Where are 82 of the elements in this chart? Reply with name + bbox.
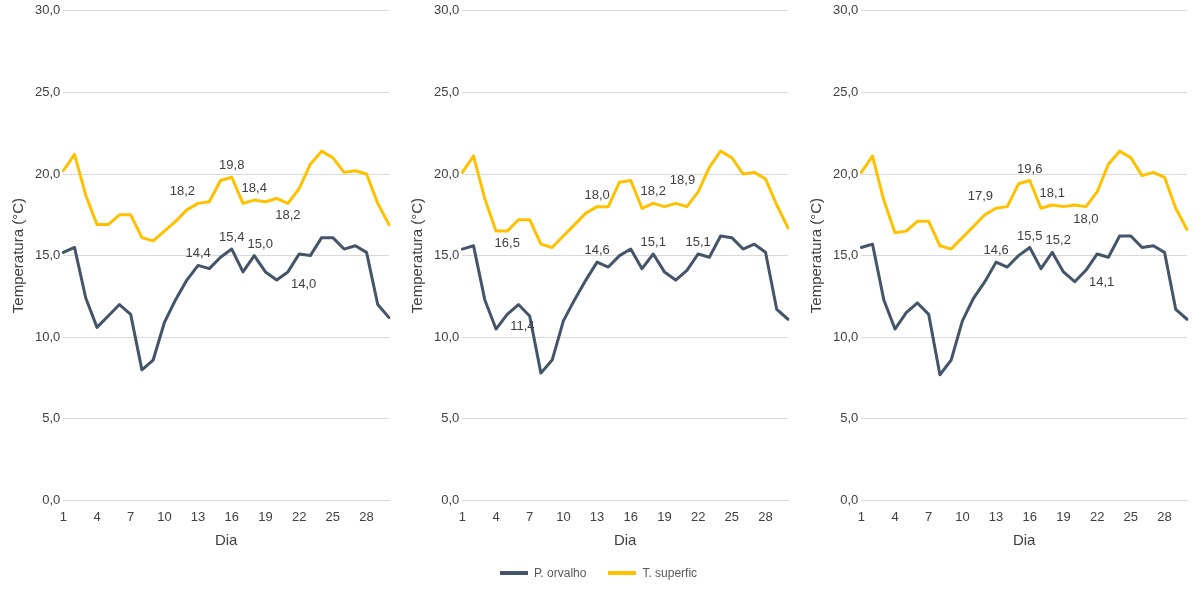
x-tick-label: 22 <box>1089 508 1105 524</box>
x-tick-label: 13 <box>988 508 1004 524</box>
data-label: 18,0 <box>584 186 610 202</box>
y-tick-label: 0,0 <box>840 491 859 507</box>
x-tick-label: 13 <box>589 508 605 524</box>
y-tick-label: 20,0 <box>433 165 460 181</box>
x-tick-label: 7 <box>925 508 933 524</box>
data-label: 14,6 <box>983 242 1009 258</box>
y-tick-label: 5,0 <box>42 410 61 426</box>
y-tick-label: 10,0 <box>34 328 61 344</box>
x-tick-label: 13 <box>190 508 206 524</box>
x-tick-label: 7 <box>526 508 534 524</box>
data-label: 18,0 <box>1073 210 1099 226</box>
y-tick-label: 20,0 <box>832 165 859 181</box>
y-axis-title: Temperatura (°C) <box>807 198 825 314</box>
data-label: 19,8 <box>219 157 245 173</box>
data-label: 18,2 <box>640 183 666 199</box>
y-axis-title: Temperatura (°C) <box>9 198 27 314</box>
data-label: 18,2 <box>275 207 301 223</box>
y-tick-label: 15,0 <box>34 247 61 263</box>
data-label: 18,4 <box>241 180 267 196</box>
data-label: 15,2 <box>1045 232 1071 248</box>
x-tick-label: 1 <box>857 508 865 524</box>
x-tick-label: 19 <box>258 508 273 524</box>
x-tick-label: 16 <box>224 508 239 524</box>
y-tick-label: 30,0 <box>832 2 859 18</box>
y-tick-label: 5,0 <box>840 410 859 426</box>
y-tick-label: 0,0 <box>441 491 460 507</box>
x-tick-label: 19 <box>657 508 672 524</box>
x-tick-label: 22 <box>690 508 706 524</box>
data-label: 18,1 <box>1039 185 1065 201</box>
x-tick-label: 28 <box>1157 508 1172 524</box>
y-tick-label: 20,0 <box>34 165 61 181</box>
y-tick-label: 25,0 <box>832 83 859 99</box>
y-tick-label: 5,0 <box>441 410 460 426</box>
data-label: 19,6 <box>1017 160 1043 176</box>
data-label: 15,4 <box>219 229 245 245</box>
legend-label: T. superfic <box>642 566 698 580</box>
x-tick-label: 10 <box>955 508 970 524</box>
data-label: 16,5 <box>494 235 520 251</box>
y-axis-title: Temperatura (°C) <box>408 198 426 314</box>
x-tick-label: 28 <box>359 508 374 524</box>
x-axis-title: Dia <box>613 531 638 549</box>
y-tick-label: 0,0 <box>42 491 61 507</box>
x-tick-label: 16 <box>1022 508 1037 524</box>
data-label: 14,6 <box>584 242 610 258</box>
data-label: 14,4 <box>185 245 211 261</box>
y-tick-label: 10,0 <box>433 328 460 344</box>
y-tick-label: 15,0 <box>433 247 460 263</box>
y-tick-label: 10,0 <box>832 328 859 344</box>
x-tick-label: 25 <box>724 508 740 524</box>
x-tick-label: 25 <box>1123 508 1139 524</box>
data-label: 18,2 <box>169 183 196 199</box>
data-label: 14,0 <box>290 276 317 291</box>
x-axis-title: Dia <box>1012 531 1037 549</box>
y-tick-label: 25,0 <box>34 83 61 99</box>
legend-label: P. orvalho <box>533 566 587 580</box>
x-tick-label: 7 <box>127 508 135 524</box>
y-tick-label: 30,0 <box>433 2 460 18</box>
x-tick-label: 10 <box>556 508 571 524</box>
data-label: 18,9 <box>669 172 696 188</box>
x-tick-label: 1 <box>59 508 67 524</box>
x-tick-label: 16 <box>623 508 638 524</box>
data-label: 15,5 <box>1017 227 1043 243</box>
x-tick-label: 19 <box>1056 508 1071 524</box>
x-tick-label: 1 <box>458 508 466 524</box>
data-label: 14,1 <box>1088 274 1115 290</box>
x-tick-label: 22 <box>291 508 307 524</box>
x-tick-label: 10 <box>157 508 172 524</box>
x-tick-label: 4 <box>93 508 101 524</box>
data-label: 17,9 <box>967 188 994 204</box>
y-tick-label: 25,0 <box>433 83 460 99</box>
x-tick-label: 4 <box>891 508 899 524</box>
x-tick-label: 25 <box>325 508 341 524</box>
data-label: 15,1 <box>685 234 711 250</box>
data-label: 15,1 <box>640 234 666 250</box>
y-tick-label: 15,0 <box>832 247 859 263</box>
data-label: 15,0 <box>247 235 273 251</box>
y-tick-label: 30,0 <box>34 2 61 18</box>
x-tick-label: 4 <box>492 508 500 524</box>
x-tick-label: 28 <box>758 508 773 524</box>
x-axis-title: Dia <box>214 531 239 549</box>
